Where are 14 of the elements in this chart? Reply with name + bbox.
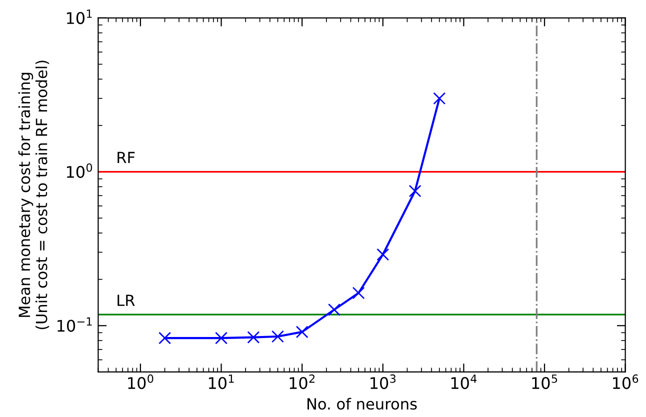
x-tick-label: 10$^{6}$ [613,374,638,390]
y-tick-label: 10$^{−1}$ [58,317,92,332]
x-tick-label: 10$^{3}$ [370,374,396,390]
x-tick-label: 10$^{4}$ [451,374,477,390]
x-tick-label: 10$^{1}$ [208,374,234,390]
y-axis-title: Mean monetary cost for training (Unit cost = cost to train RF model) [18,60,50,330]
x-tick-label: 10$^{5}$ [532,374,558,390]
y-tick-label: 10$^{1}$ [66,10,92,24]
x-tick-label: 10$^{2}$ [290,374,314,390]
ref-line-label: LR [118,294,135,306]
y-tick-label: 10$^{0}$ [66,163,92,178]
ref-line-label: RF [118,152,135,164]
x-axis-title: No. of neurons [308,398,417,410]
x-tick-label: 10$^{0}$ [128,374,154,390]
